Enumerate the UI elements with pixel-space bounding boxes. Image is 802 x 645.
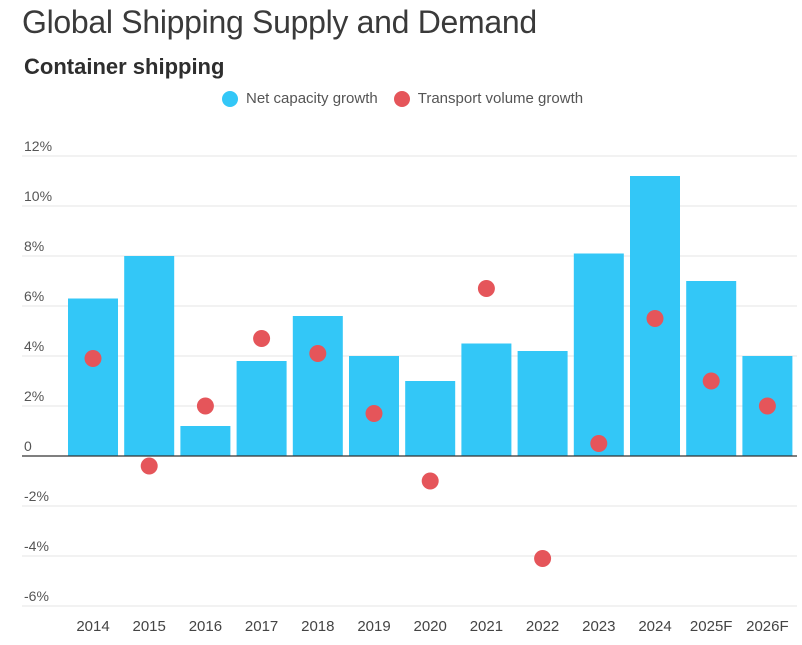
bar-2015[interactable] bbox=[124, 256, 175, 456]
bar-2022[interactable] bbox=[517, 351, 568, 456]
y-tick-label: 4% bbox=[24, 338, 44, 354]
dots-transport-volume bbox=[84, 280, 776, 567]
x-tick-label: 2025F bbox=[690, 618, 733, 635]
dot-2018[interactable] bbox=[309, 345, 327, 362]
y-tick-label: -2% bbox=[24, 488, 49, 504]
bars-net-capacity bbox=[68, 176, 793, 457]
y-tick-label: 8% bbox=[24, 238, 44, 254]
x-tick-label: 2019 bbox=[357, 618, 390, 635]
bar-2016[interactable] bbox=[180, 426, 231, 456]
legend-label-transport-volume: Transport volume growth bbox=[417, 90, 584, 107]
bar-2023[interactable] bbox=[573, 253, 624, 457]
dot-2019[interactable] bbox=[365, 405, 383, 422]
x-tick-label: 2021 bbox=[470, 618, 503, 635]
x-tick-label: 2016 bbox=[189, 618, 222, 635]
dot-2026F[interactable] bbox=[758, 397, 776, 415]
dot-2017[interactable] bbox=[253, 330, 271, 347]
chart-subtitle: Container shipping bbox=[24, 54, 225, 79]
y-tick-label: 6% bbox=[24, 288, 44, 304]
legend-swatch-net-capacity bbox=[222, 90, 238, 107]
y-axis-labels: 12% 10% 8% 6% 4% 2% 0 -2% -4% -6% bbox=[24, 138, 52, 604]
bar-2020[interactable] bbox=[405, 381, 456, 456]
dot-2021[interactable] bbox=[477, 280, 495, 297]
x-tick-label: 2020 bbox=[414, 618, 447, 635]
x-tick-label: 2022 bbox=[526, 618, 559, 635]
dot-2016[interactable] bbox=[196, 397, 214, 415]
legend-item-net-capacity[interactable]: Net capacity growth bbox=[222, 90, 378, 107]
dot-2014[interactable] bbox=[84, 350, 102, 367]
x-tick-label: 2014 bbox=[76, 618, 109, 635]
bar-2021[interactable] bbox=[461, 343, 512, 457]
dot-2023[interactable] bbox=[590, 435, 608, 452]
dot-2022[interactable] bbox=[534, 550, 552, 567]
x-tick-label: 2017 bbox=[245, 618, 278, 635]
bar-2018[interactable] bbox=[292, 316, 343, 456]
bar-2025F[interactable] bbox=[686, 281, 737, 456]
x-tick-label: 2015 bbox=[133, 618, 166, 635]
dot-2020[interactable] bbox=[421, 472, 439, 490]
y-tick-label: 0 bbox=[24, 438, 32, 454]
dot-2024[interactable] bbox=[646, 310, 664, 327]
legend-swatch-transport-volume bbox=[393, 90, 410, 107]
x-tick-label: 2024 bbox=[638, 618, 671, 635]
bar-2014[interactable] bbox=[68, 298, 118, 457]
y-tick-label: -4% bbox=[24, 538, 49, 554]
chart-title: Global Shipping Supply and Demand bbox=[22, 4, 537, 40]
y-tick-label: 10% bbox=[24, 188, 52, 204]
dot-2015[interactable] bbox=[140, 457, 158, 475]
dot-2025F[interactable] bbox=[702, 372, 720, 390]
x-tick-label: 2018 bbox=[301, 618, 334, 635]
x-tick-label: 2026F bbox=[746, 618, 789, 635]
legend-item-transport-volume[interactable]: Transport volume growth bbox=[393, 90, 584, 107]
y-tick-label: -6% bbox=[24, 588, 49, 604]
chart-legend: Net capacity growth Transport volume gro… bbox=[222, 90, 599, 107]
x-axis-labels: 2014 2015 2016 2017 2018 2019 2020 2021 2022 2023… bbox=[76, 618, 788, 635]
x-tick-label: 2023 bbox=[582, 618, 615, 635]
y-tick-label: 2% bbox=[24, 388, 44, 404]
legend-label-net-capacity: Net capacity growth bbox=[246, 90, 378, 107]
bar-2017[interactable] bbox=[236, 361, 287, 456]
y-tick-label: 12% bbox=[24, 138, 52, 154]
